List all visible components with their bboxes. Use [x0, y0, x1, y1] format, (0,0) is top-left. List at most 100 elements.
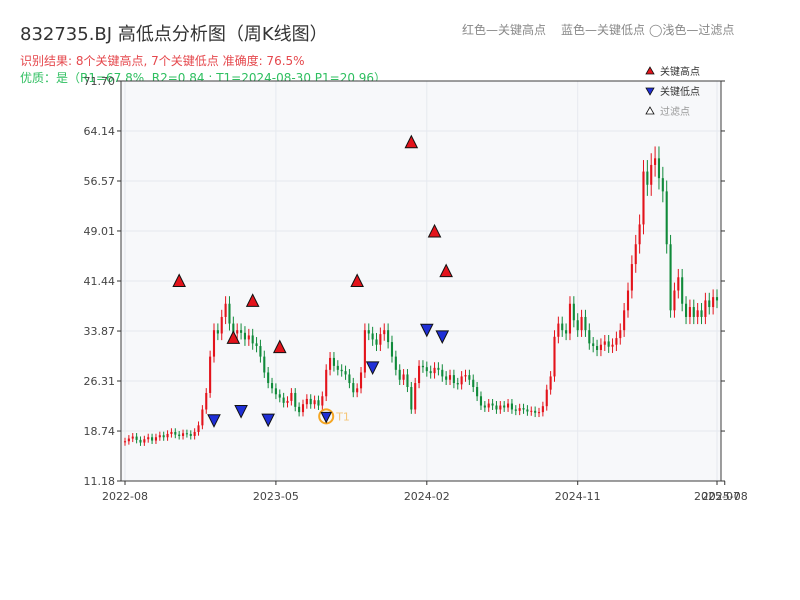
key-high-marker — [439, 263, 453, 278]
y-tick-label: 49.01 — [84, 225, 116, 238]
y-tick-label: 56.57 — [84, 175, 116, 188]
candle-body — [329, 357, 332, 370]
candle-body — [626, 290, 630, 311]
candle-body — [189, 433, 192, 436]
candle-body — [270, 383, 274, 389]
top-legend-light: ◯浅色—过滤点 — [649, 23, 735, 37]
candle-body — [468, 375, 471, 380]
candle-body — [274, 388, 277, 395]
candle-body — [619, 330, 622, 339]
key-high-marker — [272, 339, 287, 354]
candle-body — [402, 374, 405, 380]
candle-body — [232, 323, 235, 334]
candle-body — [437, 367, 440, 370]
top-legend-red: 红色—关键高点 — [462, 23, 547, 37]
candle-body — [704, 300, 707, 317]
candle-body — [541, 406, 544, 413]
candle-body — [700, 310, 703, 317]
candle-body — [267, 372, 270, 384]
candle-body — [526, 409, 529, 412]
candle-body — [383, 330, 386, 335]
key-low-marker — [207, 414, 221, 428]
candle-body — [135, 436, 138, 440]
candle-body — [460, 376, 463, 385]
candle-body — [154, 437, 158, 441]
candle-body — [251, 335, 254, 344]
x-tick-label: 2024-11 — [555, 490, 601, 503]
candle-body — [657, 158, 661, 179]
candle-body — [344, 371, 347, 375]
candle-body — [216, 330, 219, 334]
key-low-marker — [365, 361, 380, 376]
legend-low-label: 关键低点 — [660, 85, 700, 98]
y-tick-label: 33.87 — [84, 325, 116, 338]
candle-body — [553, 336, 556, 377]
y-tick-label: 64.14 — [84, 125, 116, 138]
candle-body — [305, 398, 308, 405]
candle-body — [518, 408, 521, 411]
x-tick-label: 2025-07 — [694, 490, 740, 503]
candle-body — [534, 410, 537, 413]
candle-body — [452, 375, 455, 384]
candle-body — [298, 406, 301, 413]
candle-body — [530, 410, 533, 412]
summary-line: 识别结果: 8个关键高点, 7个关键低点 准确度: 76.5% — [20, 54, 305, 68]
candle-body — [247, 335, 250, 340]
candle-body — [472, 379, 475, 388]
key-high-marker — [226, 330, 241, 344]
candle-body — [162, 435, 165, 438]
candle-body — [712, 297, 715, 308]
x-tick-label: 2025-08 — [702, 490, 748, 503]
candle-body — [193, 431, 196, 436]
x-tick-label: 2024-02 — [404, 490, 450, 503]
candle-body — [669, 244, 672, 311]
candle-body — [359, 372, 363, 389]
candle-body — [507, 403, 510, 408]
candle-body — [565, 330, 568, 334]
candle-body — [487, 403, 490, 408]
legend-filtered-label: 过滤点 — [660, 105, 690, 118]
candle-body — [147, 437, 150, 440]
y-tick-label: 71.70 — [84, 75, 116, 88]
candle-body — [510, 403, 513, 410]
t1-low-marker — [320, 411, 333, 424]
candle-body — [561, 323, 564, 331]
candle-body — [441, 369, 444, 377]
candle-body — [433, 367, 436, 374]
candle-body — [483, 405, 486, 408]
candle-body — [646, 171, 649, 185]
candle-body — [445, 376, 448, 380]
candle-body — [379, 334, 382, 345]
key-high-marker — [404, 134, 419, 149]
candle-body — [240, 330, 243, 333]
candle-body — [228, 303, 231, 324]
candle-body — [425, 367, 428, 372]
candle-body — [127, 438, 130, 442]
legend-filtered-icon — [645, 106, 655, 115]
candle-body — [650, 164, 653, 185]
candle-body — [371, 333, 374, 340]
t1-label: T1 — [335, 410, 350, 423]
candle-body — [220, 316, 223, 334]
key-high-marker — [427, 223, 442, 238]
candle-body — [607, 341, 610, 347]
candle-body — [499, 405, 502, 410]
key-low-marker — [435, 330, 450, 344]
candle-body — [537, 412, 541, 414]
candle-body — [688, 307, 691, 317]
candle-body — [151, 437, 154, 441]
candle-body — [336, 365, 339, 370]
candle-body — [572, 303, 575, 321]
candle-body — [282, 397, 285, 403]
candle-body — [476, 387, 479, 397]
candle-body — [390, 342, 394, 357]
candle-body — [255, 343, 258, 347]
candle-body — [181, 433, 185, 436]
key-low-marker — [419, 323, 434, 338]
candle-body — [398, 369, 401, 380]
candle-body — [410, 387, 413, 410]
candle-body — [243, 332, 247, 340]
candle-body — [209, 356, 212, 393]
candle-body — [321, 396, 324, 406]
candle-body — [479, 396, 483, 406]
